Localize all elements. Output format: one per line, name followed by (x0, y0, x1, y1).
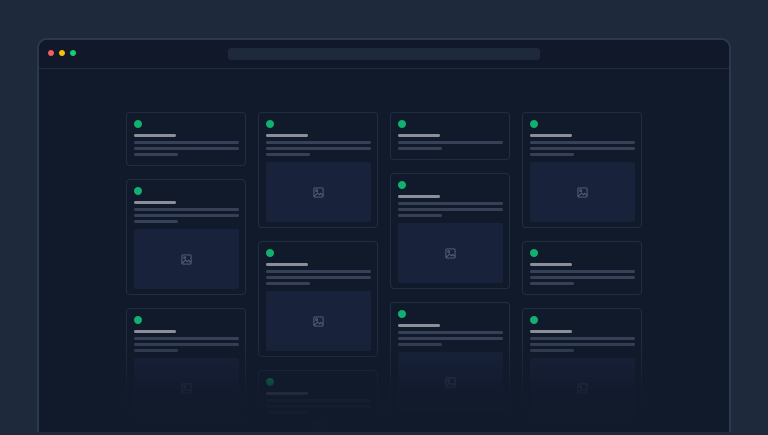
image-icon (445, 244, 456, 263)
text-line-placeholder (398, 147, 442, 150)
card-title-placeholder (266, 263, 308, 266)
card-title-placeholder (530, 263, 572, 266)
status-dot (266, 120, 274, 128)
card-title-placeholder (134, 201, 176, 204)
image-icon (577, 183, 588, 202)
browser-window (37, 38, 731, 432)
text-line-placeholder (266, 399, 371, 402)
status-dot (134, 316, 142, 324)
status-dot (266, 378, 274, 386)
status-dot (530, 120, 538, 128)
card[interactable] (258, 112, 378, 228)
status-dot (266, 249, 274, 257)
text-line-placeholder (530, 270, 635, 273)
text-line-placeholder (134, 343, 239, 346)
status-dot (134, 187, 142, 195)
text-line-placeholder (398, 214, 442, 217)
status-dot (398, 120, 406, 128)
text-line-placeholder (134, 337, 239, 340)
text-line-placeholder (530, 349, 574, 352)
text-line-placeholder (134, 141, 239, 144)
text-line-placeholder (134, 153, 178, 156)
text-line-placeholder (530, 147, 635, 150)
card-title-placeholder (398, 324, 440, 327)
status-dot (398, 181, 406, 189)
text-line-placeholder (134, 208, 239, 211)
status-dot (398, 310, 406, 318)
image-icon (181, 250, 192, 269)
image-icon (181, 379, 192, 398)
text-line-placeholder (266, 270, 371, 273)
image-icon (577, 379, 588, 398)
text-line-placeholder (134, 220, 178, 223)
card-title-placeholder (530, 134, 572, 137)
card[interactable] (390, 173, 510, 289)
image-placeholder (266, 291, 371, 351)
card-title-placeholder (266, 392, 308, 395)
text-line-placeholder (398, 331, 503, 334)
status-dot (530, 249, 538, 257)
image-placeholder (266, 419, 371, 431)
card-title-placeholder (398, 195, 440, 198)
image-placeholder (398, 223, 503, 283)
text-line-placeholder (398, 337, 503, 340)
card-title-placeholder (134, 330, 176, 333)
card-title-placeholder (266, 134, 308, 137)
image-icon (313, 183, 324, 202)
text-line-placeholder (134, 214, 239, 217)
card-grid (39, 70, 729, 432)
close-button[interactable] (48, 50, 54, 56)
status-dot (530, 316, 538, 324)
text-line-placeholder (398, 202, 503, 205)
card[interactable] (258, 241, 378, 357)
card[interactable] (390, 302, 510, 418)
text-line-placeholder (398, 343, 442, 346)
address-bar[interactable] (228, 48, 540, 60)
image-placeholder (266, 162, 371, 222)
text-line-placeholder (266, 405, 371, 408)
text-line-placeholder (266, 147, 371, 150)
maximize-button[interactable] (70, 50, 76, 56)
image-placeholder (398, 352, 503, 412)
card[interactable] (126, 179, 246, 295)
status-dot (134, 120, 142, 128)
title-bar (39, 40, 729, 69)
text-line-placeholder (266, 276, 371, 279)
text-line-placeholder (266, 411, 310, 414)
image-icon (313, 312, 324, 331)
image-placeholder (530, 162, 635, 222)
image-icon (445, 373, 456, 392)
card[interactable] (522, 308, 642, 424)
text-line-placeholder (266, 282, 310, 285)
card[interactable] (126, 308, 246, 424)
image-placeholder (530, 358, 635, 418)
text-line-placeholder (134, 147, 239, 150)
text-line-placeholder (530, 141, 635, 144)
card[interactable] (522, 112, 642, 228)
card-title-placeholder (134, 134, 176, 137)
text-line-placeholder (530, 337, 635, 340)
text-line-placeholder (530, 343, 635, 346)
text-line-placeholder (530, 153, 574, 156)
text-line-placeholder (530, 276, 635, 279)
card[interactable] (126, 112, 246, 166)
text-line-placeholder (530, 282, 574, 285)
card[interactable] (258, 370, 378, 431)
image-placeholder (134, 358, 239, 418)
card[interactable] (390, 112, 510, 160)
card-title-placeholder (398, 134, 440, 137)
image-placeholder (134, 229, 239, 289)
text-line-placeholder (134, 349, 178, 352)
text-line-placeholder (398, 141, 503, 144)
card[interactable] (522, 241, 642, 295)
text-line-placeholder (266, 153, 310, 156)
text-line-placeholder (398, 208, 503, 211)
card-title-placeholder (530, 330, 572, 333)
text-line-placeholder (266, 141, 371, 144)
minimize-button[interactable] (59, 50, 65, 56)
